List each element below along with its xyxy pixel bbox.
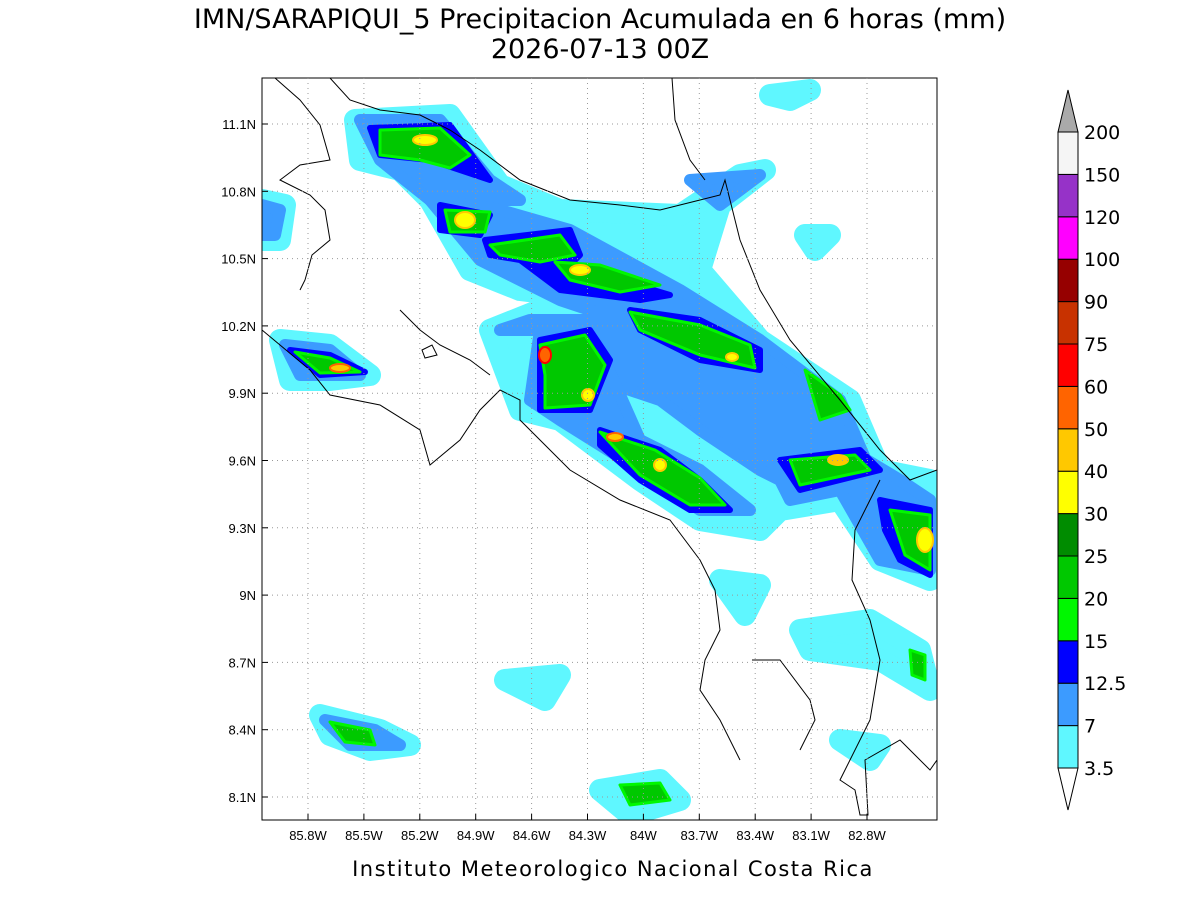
lat-label: 10.8N bbox=[221, 184, 256, 199]
colorbar-box bbox=[1057, 470, 1079, 515]
lat-label: 8.7N bbox=[229, 655, 256, 670]
lon-label: 84.9W bbox=[457, 828, 495, 843]
lat-label: 9.6N bbox=[229, 454, 256, 469]
colorbar-box bbox=[1057, 640, 1079, 684]
lon-label: 84W bbox=[630, 828, 657, 843]
colorbar-box bbox=[1057, 301, 1079, 345]
colorbar-label: 120 bbox=[1084, 207, 1120, 229]
colorbar-box bbox=[1057, 258, 1079, 303]
colorbar-label: 75 bbox=[1084, 334, 1108, 356]
colorbar-label: 50 bbox=[1084, 419, 1108, 441]
lon-label: 84.6W bbox=[513, 828, 551, 843]
lat-label: 10.2N bbox=[221, 319, 256, 334]
lon-label: 85.5W bbox=[345, 828, 383, 843]
title: IMN/SARAPIQUI_5 Precipitacion Acumulada … bbox=[194, 4, 1006, 35]
colorbar-label: 200 bbox=[1084, 122, 1120, 144]
lat-label: 8.1N bbox=[229, 790, 256, 805]
lon-label: 85.2W bbox=[401, 828, 439, 843]
lon-label: 83.7W bbox=[681, 828, 719, 843]
colorbar-label: 20 bbox=[1084, 588, 1108, 610]
colorbar-label: 15 bbox=[1084, 631, 1108, 653]
colorbar-box bbox=[1057, 131, 1079, 175]
colorbar-label: 40 bbox=[1084, 461, 1108, 483]
lat-label: 9.3N bbox=[229, 521, 256, 536]
colorbar-label: 3.5 bbox=[1084, 758, 1114, 780]
colorbar-label: 100 bbox=[1084, 249, 1120, 271]
coastlines bbox=[262, 78, 937, 816]
colorbar-label: 25 bbox=[1084, 546, 1108, 568]
colorbar-box bbox=[1057, 725, 1079, 769]
lat-label: 8.4N bbox=[229, 723, 256, 738]
colorbar-label: 7 bbox=[1084, 716, 1096, 738]
footer: Instituto Meteorologico Nacional Costa R… bbox=[352, 857, 874, 881]
colorbar-box bbox=[1057, 385, 1079, 430]
colorbar-box bbox=[1057, 555, 1079, 599]
precipitation-field bbox=[262, 79, 937, 820]
colorbar-box bbox=[1057, 216, 1079, 260]
lon-label: 85.8W bbox=[289, 828, 327, 843]
lat-label: 9N bbox=[239, 588, 256, 603]
colorbar-label: 90 bbox=[1084, 292, 1108, 314]
colorbar-label: 30 bbox=[1084, 504, 1108, 526]
colorbar-over bbox=[1057, 89, 1079, 133]
lon-label: 83.4W bbox=[736, 828, 774, 843]
colorbar-box bbox=[1057, 428, 1079, 472]
colorbar-box bbox=[1057, 173, 1079, 218]
colorbar-box bbox=[1057, 682, 1079, 727]
colorbar-box bbox=[1057, 597, 1079, 642]
lat-label: 10.5N bbox=[221, 252, 256, 267]
lon-label: 83.1W bbox=[792, 828, 830, 843]
colorbar-label: 150 bbox=[1084, 164, 1120, 186]
colorbar-label: 12.5 bbox=[1084, 673, 1126, 695]
lat-label: 9.9N bbox=[229, 386, 256, 401]
lon-label: 82.8W bbox=[848, 828, 886, 843]
colorbar-label: 60 bbox=[1084, 376, 1108, 398]
lat-label: 11.1N bbox=[222, 117, 256, 132]
map-frame bbox=[261, 77, 938, 821]
colorbar-box bbox=[1057, 513, 1079, 557]
lon-label: 84.3W bbox=[569, 828, 607, 843]
colorbar-box bbox=[1057, 343, 1079, 387]
colorbar-under bbox=[1057, 767, 1079, 811]
subtitle: 2026-07-13 00Z bbox=[491, 34, 709, 65]
